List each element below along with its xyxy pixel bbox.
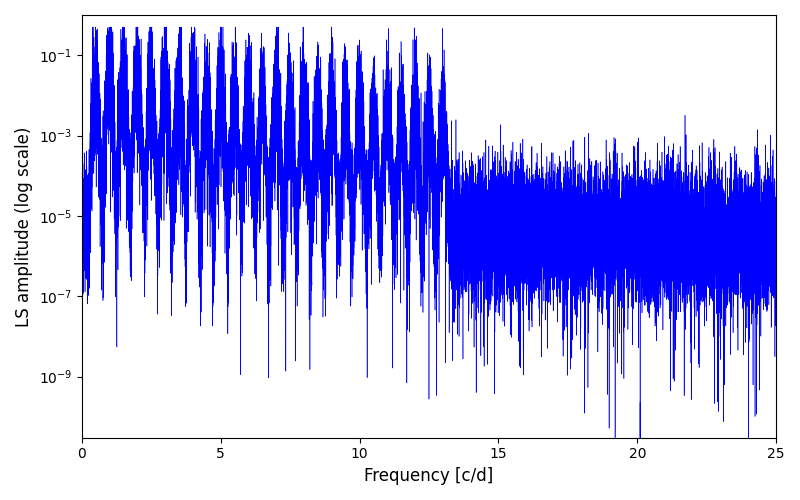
Y-axis label: LS amplitude (log scale): LS amplitude (log scale) xyxy=(15,126,33,326)
X-axis label: Frequency [c/d]: Frequency [c/d] xyxy=(364,467,494,485)
